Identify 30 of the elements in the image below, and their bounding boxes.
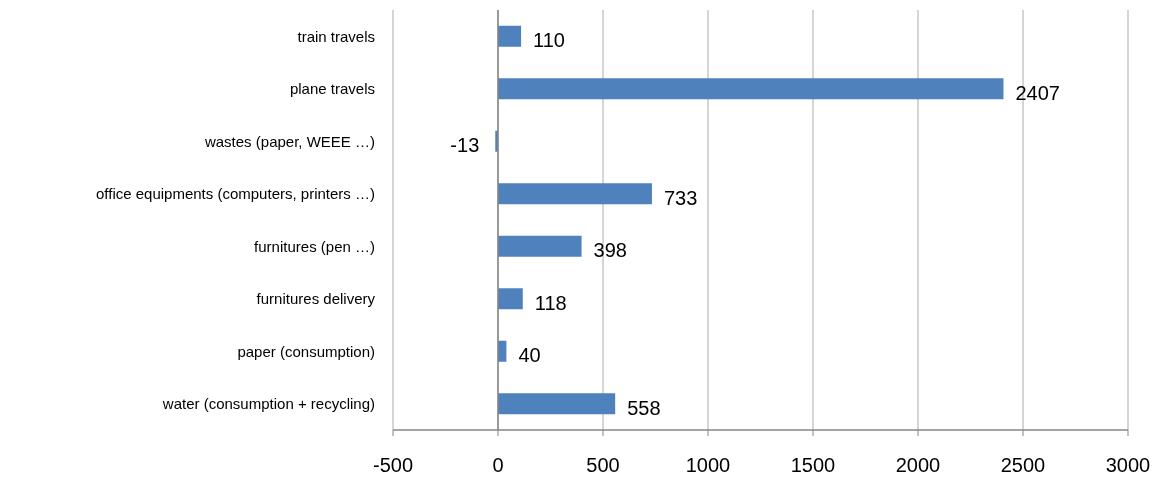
bar (498, 183, 652, 205)
data-label: 733 (663, 186, 698, 209)
x-tick-label: 2500 (1000, 454, 1046, 476)
x-tick-label: 1500 (790, 454, 836, 476)
y-tick-label: wastes (paper, WEEE …) (203, 132, 375, 150)
x-tick-label: 2000 (895, 454, 941, 476)
x-tick-label: 1000 (685, 454, 731, 476)
x-tick-label: 0 (492, 454, 504, 476)
y-tick-label: plane travels (289, 80, 375, 97)
y-tick-label: furnitures delivery (256, 290, 376, 307)
y-tick-label: train travels (297, 27, 375, 45)
data-label: 110 (533, 29, 565, 52)
bar (498, 78, 1004, 100)
bar (498, 393, 616, 415)
data-label: 40 (518, 344, 541, 367)
y-tick-label: office equipments (computers, printers …) (95, 185, 375, 202)
bar (498, 235, 582, 257)
x-tick-label: 3000 (1105, 454, 1151, 476)
data-label: 558 (627, 396, 661, 419)
data-label: 2407 (1015, 81, 1060, 104)
y-tick-label: paper (consumption) (237, 342, 375, 360)
data-label: -13 (450, 134, 480, 157)
bar (498, 288, 523, 310)
bar (498, 25, 522, 47)
x-tick-label: 500 (586, 454, 620, 476)
data-label: 398 (593, 239, 627, 262)
data-label: 118 (534, 291, 567, 314)
y-tick-label: water (consumption + recycling) (161, 395, 375, 412)
y-tick-label: furnitures (pen …) (254, 237, 375, 255)
x-tick-label: -500 (372, 454, 414, 476)
